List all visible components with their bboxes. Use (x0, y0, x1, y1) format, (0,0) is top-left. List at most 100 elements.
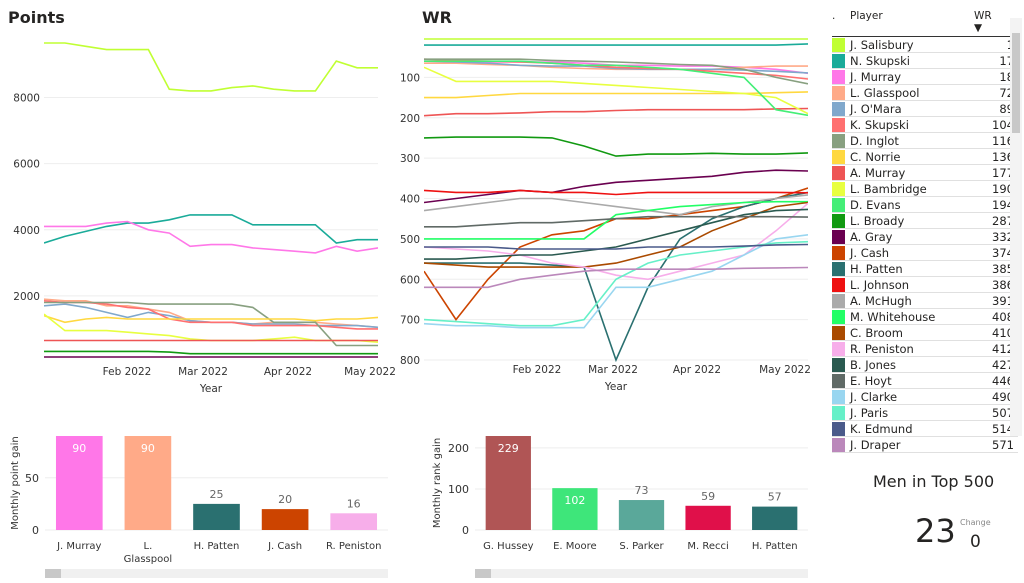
table-row[interactable]: D. Evans 194 (832, 197, 1018, 213)
table-row[interactable]: L. Broady 287 (832, 213, 1018, 229)
series-line-a--murray[interactable] (424, 107, 808, 117)
player-name: J. O'Mara (850, 101, 902, 116)
table-row[interactable]: J. O'Mara 89 (832, 101, 1018, 117)
color-swatch (832, 229, 845, 244)
series-line-h--patten[interactable] (424, 191, 808, 362)
table-row[interactable]: J. Draper 571 (832, 437, 1018, 453)
sort-desc-icon: ▼ (974, 22, 983, 34)
bar[interactable] (330, 513, 378, 530)
table-row[interactable]: A. Gray 332 (832, 229, 1018, 245)
player-name: L. Broady (850, 213, 905, 228)
bar[interactable] (685, 505, 731, 530)
series-line-d--evans[interactable] (424, 60, 808, 117)
bar[interactable] (485, 436, 531, 530)
series-line-a--gray[interactable] (424, 169, 808, 204)
y-tick-label: 200 (400, 113, 420, 125)
series-line-k--edmund[interactable] (424, 243, 808, 250)
series-line-j--paris[interactable] (424, 240, 808, 327)
x-tick-label: E. Moore (553, 541, 597, 552)
series-line-k--skupski[interactable] (44, 300, 378, 330)
rank-bar-scrollbar[interactable] (475, 569, 808, 578)
color-swatch (832, 341, 845, 356)
table-row[interactable]: L. Johnson 386 (832, 277, 1018, 293)
series-line-j--cash[interactable] (424, 187, 808, 321)
x-tick-label: Feb 2022 (513, 364, 562, 376)
bar[interactable] (193, 503, 240, 530)
x-tick-label: H. Patten (194, 541, 240, 552)
table-row[interactable]: R. Peniston 412 (832, 341, 1018, 357)
x-tick-label: H. Patten (752, 541, 798, 552)
table-row[interactable]: C. Broom 410 (832, 325, 1018, 341)
series-line-l--broady[interactable] (44, 350, 378, 355)
table-row[interactable]: M. Whitehouse 408 (832, 309, 1018, 325)
player-name: J. Clarke (850, 389, 898, 404)
color-swatch (832, 261, 845, 276)
series-line-j--salisbury[interactable] (44, 42, 378, 92)
table-row[interactable]: D. Inglot 116 (832, 133, 1018, 149)
table-row[interactable]: L. Bambridge 190 (832, 181, 1018, 197)
table-row[interactable]: K. Edmund 514 (832, 421, 1018, 437)
color-swatch (832, 405, 845, 420)
series-line-j--murray[interactable] (44, 220, 378, 254)
bar[interactable] (618, 500, 665, 530)
player-wr: 177 (992, 165, 1014, 180)
y-tick-label: 6000 (13, 159, 40, 171)
bar[interactable] (752, 506, 798, 530)
series-line-l--broady[interactable] (424, 136, 808, 157)
y-tick-label: 0 (462, 524, 469, 537)
series-line-c--norrie[interactable] (44, 314, 378, 324)
series-line-e--hoyt[interactable] (424, 215, 808, 228)
table-row[interactable]: J. Paris 507 (832, 405, 1018, 421)
x-tick-label: Mar 2022 (178, 366, 228, 378)
series-line-l--johnson[interactable] (424, 189, 808, 196)
series-line-j--draper[interactable] (424, 266, 808, 289)
player-wr: 490 (992, 389, 1014, 404)
data-label: 59 (701, 490, 715, 503)
color-swatch (832, 277, 845, 292)
player-name: L. Johnson (850, 277, 910, 292)
series-line-l--bambridge[interactable] (424, 66, 808, 115)
player-name: D. Inglot (850, 133, 899, 148)
series-line-n--skupski[interactable] (44, 214, 378, 244)
player-wr: 104 (992, 117, 1014, 132)
col-wr[interactable]: WR ▼ (974, 10, 992, 34)
series-line-c--broom[interactable] (424, 201, 808, 268)
player-wr: 374 (992, 245, 1014, 260)
x-tick-label: R. Peniston (326, 541, 381, 552)
table-row[interactable]: A. McHugh 391 (832, 293, 1018, 309)
player-name: J. Salisbury (850, 37, 914, 52)
table-row[interactable]: A. Murray 177 (832, 165, 1018, 181)
wr-chart-title: WR (422, 8, 452, 27)
bar[interactable] (55, 436, 103, 530)
data-label: 16 (347, 497, 361, 510)
color-swatch (832, 117, 845, 132)
player-name: N. Skupski (850, 53, 910, 68)
series-line-j--clarke[interactable] (424, 234, 808, 329)
series-line-n--skupski[interactable] (424, 43, 808, 46)
table-row[interactable]: J. Salisbury1 (832, 37, 1018, 53)
table-row[interactable]: C. Norrie 136 (832, 149, 1018, 165)
x-tick-label: Feb 2022 (103, 366, 152, 378)
bar[interactable] (552, 488, 598, 530)
player-wr: 446 (992, 373, 1014, 388)
table-row[interactable]: J. Clarke 490 (832, 389, 1018, 405)
table-row[interactable]: K. Skupski 104 (832, 117, 1018, 133)
series-line-b--jones[interactable] (424, 208, 808, 260)
table-row[interactable]: B. Jones 427 (832, 357, 1018, 373)
x-tick-label: J. Murray (56, 541, 101, 552)
bar[interactable] (124, 436, 172, 530)
table-row[interactable]: J. Cash 374 (832, 245, 1018, 261)
series-line-d--inglot[interactable] (424, 58, 808, 85)
series-line-m--whitehouse[interactable] (424, 200, 808, 240)
table-row[interactable]: N. Skupski 17 (832, 53, 1018, 69)
table-row[interactable]: E. Hoyt 446 (832, 373, 1018, 389)
col-player[interactable]: Player (850, 10, 883, 22)
series-line-d--inglot[interactable] (44, 301, 378, 347)
bar[interactable] (261, 509, 309, 530)
table-row[interactable]: J. Murray 18 (832, 69, 1018, 85)
table-row[interactable]: H. Patten 385 (832, 261, 1018, 277)
table-scrollbar[interactable] (1010, 18, 1022, 436)
table-row[interactable]: L. Glasspool 72 (832, 85, 1018, 101)
points-bar-scrollbar[interactable] (45, 569, 388, 578)
